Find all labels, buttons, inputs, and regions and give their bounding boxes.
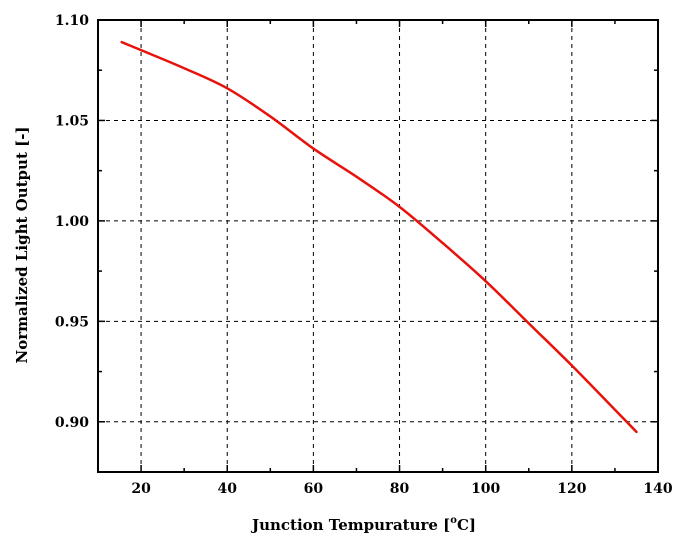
y-tick-label: 1.00 [55,214,89,230]
y-tick-label: 1.10 [55,13,89,29]
grid-lines [98,20,658,472]
y-tick-label: 1.05 [55,113,89,129]
x-tick-label: 140 [643,481,672,497]
plot-frame [97,19,659,473]
series-layer [120,40,638,434]
y-axis-label: Normalized Light Output [-] [13,126,31,363]
x-tick-label: 80 [390,481,410,497]
x-axis-label-degree: o [450,515,457,526]
y-tick-label: 0.90 [55,415,89,431]
series-line-0 [120,40,638,434]
x-axis-label-unit: C] [457,516,476,534]
axis-tick-labels: 20 40 60 80 100 120 140 0.90 0.95 1.00 1.05 1.10 [55,13,673,497]
x-tick-label: 100 [471,481,500,497]
x-axis-label-main: Junction Tempurature [ [250,516,450,534]
axis-ticks [97,19,659,473]
x-tick-label: 120 [557,481,586,497]
y-tick-label: 0.95 [55,314,89,330]
x-tick-label: 40 [217,481,237,497]
x-tick-label: 20 [131,481,151,497]
x-axis-label: Junction Tempurature [oC] [250,515,476,534]
x-tick-label: 60 [304,481,324,497]
